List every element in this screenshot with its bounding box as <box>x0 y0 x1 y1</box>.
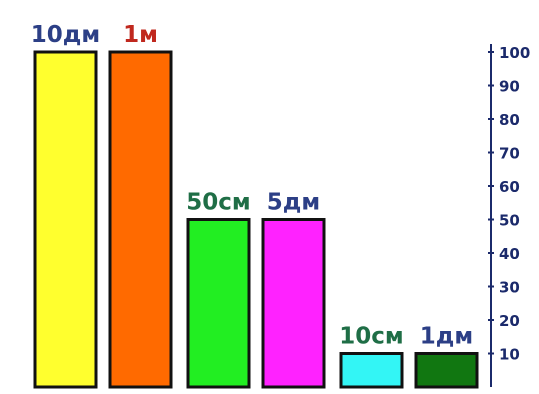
y-tick-label-10: 10 <box>499 346 520 364</box>
y-tick-label-60: 60 <box>499 178 520 196</box>
bar-group <box>33 50 479 389</box>
y-tick-label-30: 30 <box>499 279 520 297</box>
bar-label-5: 10см <box>339 324 403 350</box>
bar-1 <box>33 50 98 389</box>
y-tick-label-20: 20 <box>499 312 520 330</box>
bar-label-2: 1м <box>123 22 158 48</box>
y-tick-label-50: 50 <box>499 212 520 230</box>
bar-label-group: 10дм 1м 50см 5дм 10см 1дм <box>31 22 473 350</box>
bar-label-1: 10дм <box>31 22 100 48</box>
bar-4 <box>261 218 326 389</box>
y-tick-label-80: 80 <box>499 111 520 129</box>
y-tick-label-100: 100 <box>499 44 530 62</box>
y-tick-label-70: 70 <box>499 145 520 163</box>
bar-label-4: 5дм <box>267 190 320 216</box>
y-tick-label-90: 90 <box>499 78 520 96</box>
y-tick-group: 10 20 30 40 50 60 70 80 90 100 <box>488 44 530 364</box>
bar-3 <box>186 218 251 389</box>
bar-6 <box>414 352 479 389</box>
y-tick-label-40: 40 <box>499 245 520 263</box>
bar-label-6: 1дм <box>420 324 473 350</box>
bar-5 <box>339 352 404 389</box>
bar-label-3: 50см <box>186 190 250 216</box>
bar-2 <box>108 50 173 389</box>
